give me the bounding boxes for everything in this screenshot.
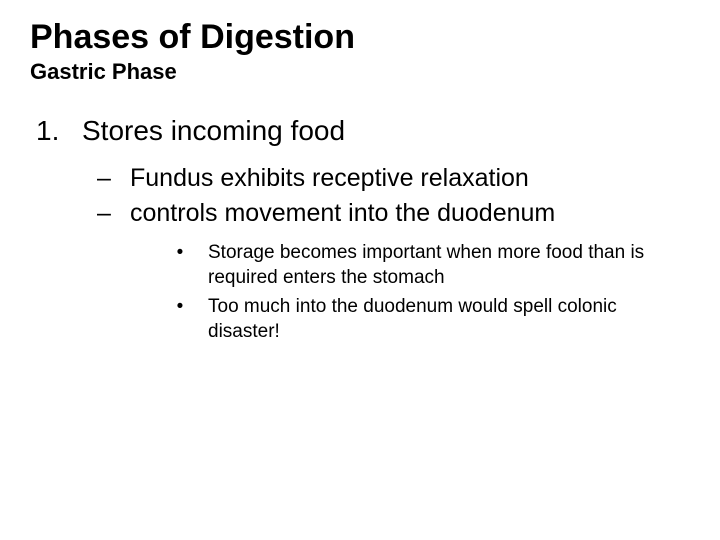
slide-title: Phases of Digestion [30,18,690,57]
list-text: Storage becomes important when more food… [200,241,648,290]
list-marker: 1. [30,113,82,148]
slide-subtitle: Gastric Phase [30,59,690,85]
list-item-level1: 1. Stores incoming food [30,113,690,148]
list-text: Stores incoming food [82,113,345,148]
list-text: Fundus exhibits receptive relaxation [124,162,529,195]
level2-group: – Fundus exhibits receptive relaxation –… [30,162,690,229]
level3-group: • Storage becomes important when more fo… [30,241,690,344]
list-text: controls movement into the duodenum [124,197,555,230]
bullet-icon: • [30,241,200,290]
bullet-icon: • [30,295,200,344]
list-marker: – [30,162,124,195]
list-marker: – [30,197,124,230]
list-item-level3: • Too much into the duodenum would spell… [30,295,690,344]
list-text: Too much into the duodenum would spell c… [200,295,648,344]
list-item-level3: • Storage becomes important when more fo… [30,241,690,290]
list-item-level2: – Fundus exhibits receptive relaxation [30,162,690,195]
list-item-level2: – controls movement into the duodenum [30,197,690,230]
slide: Phases of Digestion Gastric Phase 1. Sto… [0,0,720,540]
